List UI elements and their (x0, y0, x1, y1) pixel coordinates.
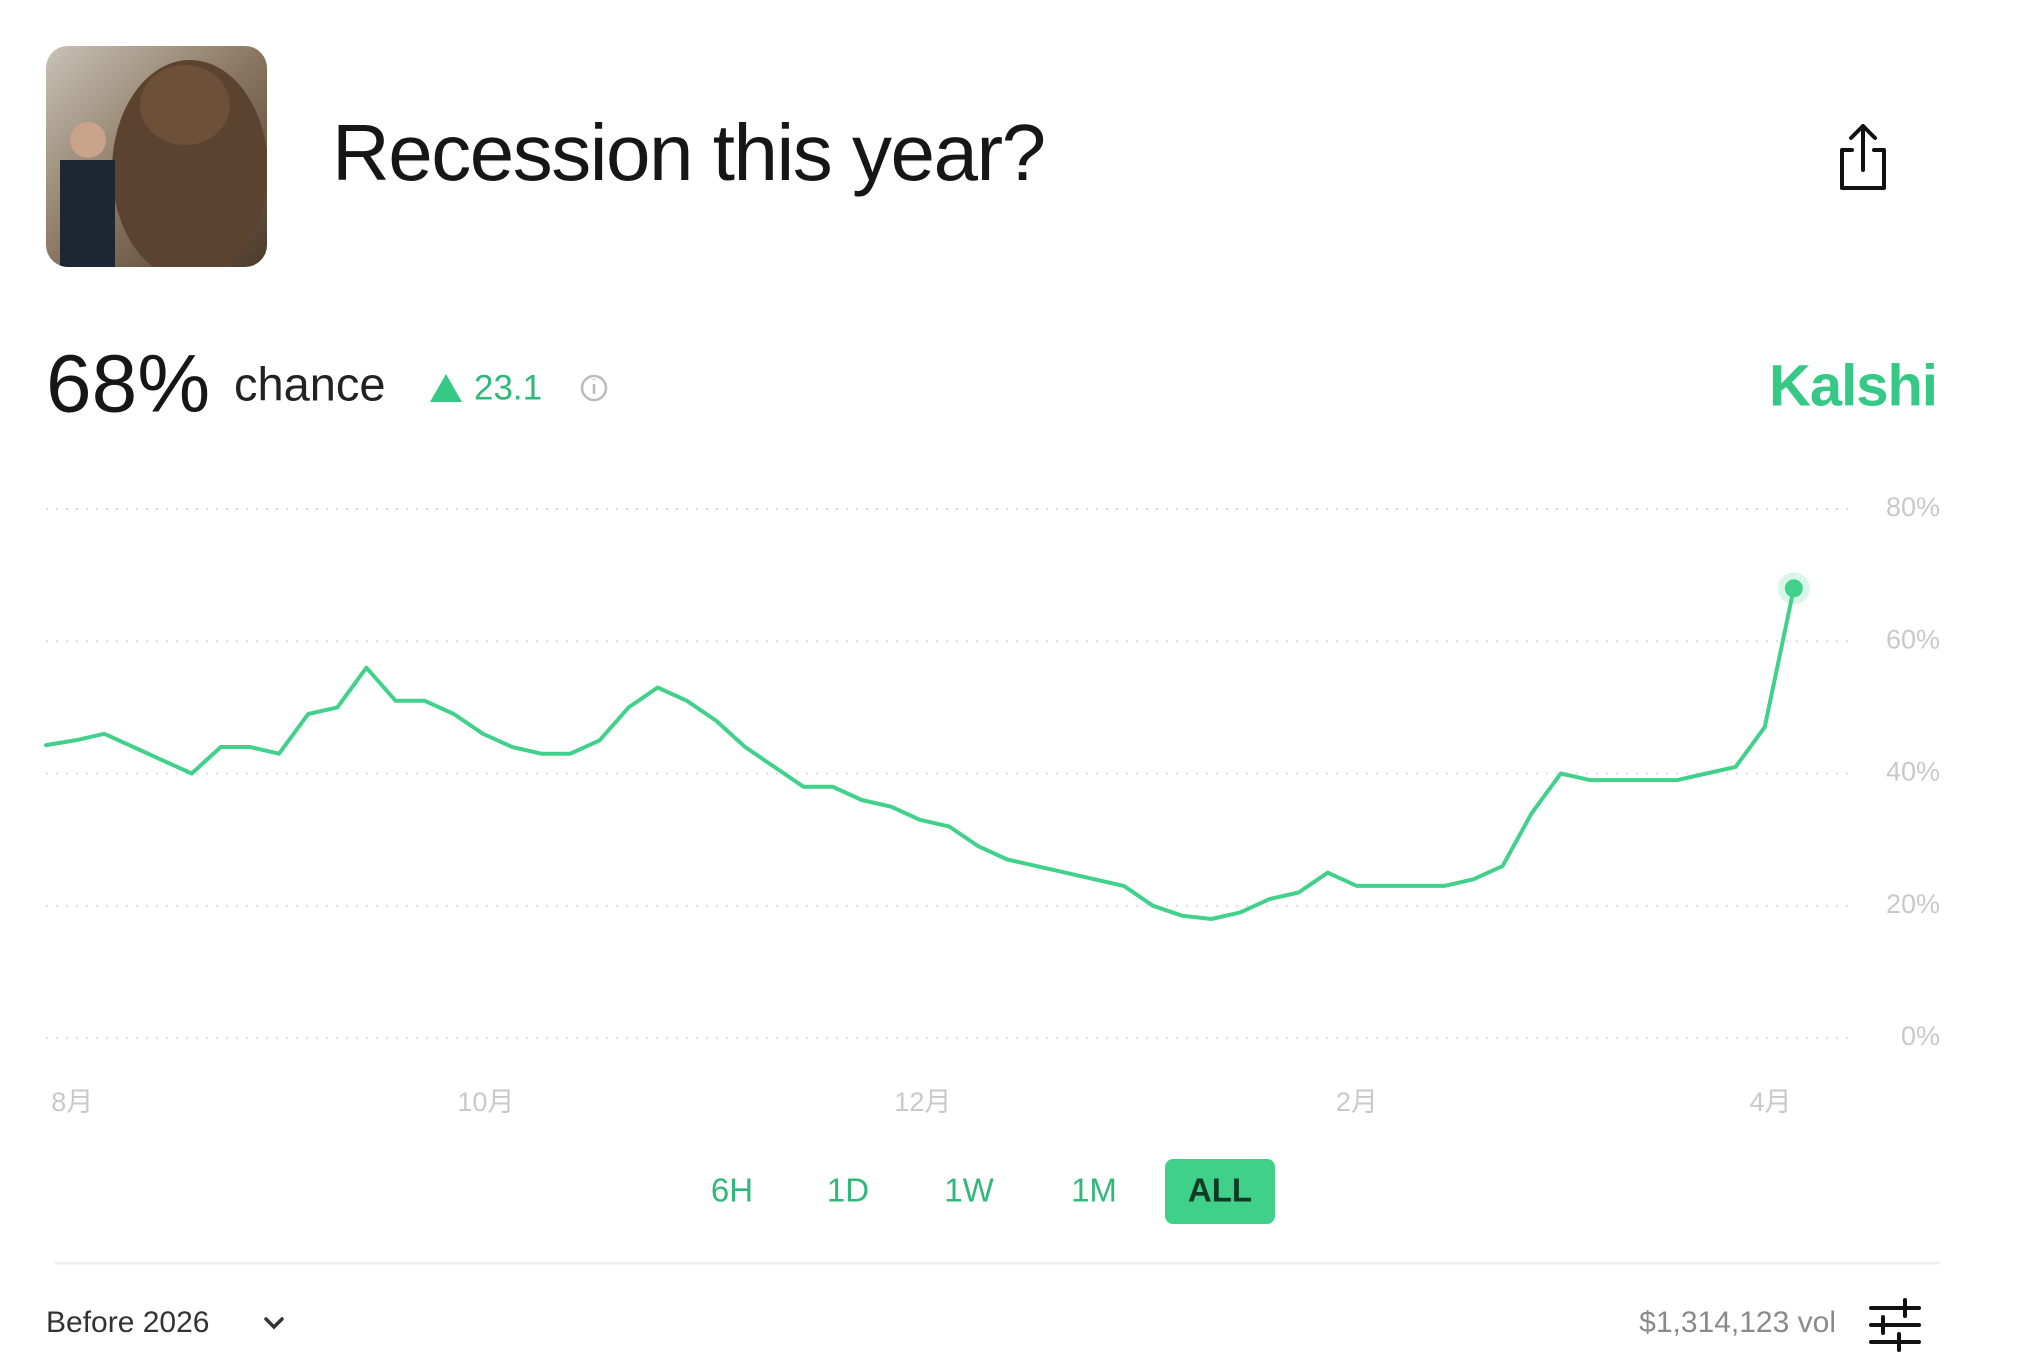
probability: 68% (46, 339, 210, 430)
volume: $1,314,123 vol (1639, 1306, 1836, 1339)
y-tick-label: 60% (1886, 624, 1940, 654)
range-button[interactable]: 6H (711, 1172, 753, 1209)
x-tick-label: 10月 (457, 1087, 514, 1117)
market-title: Recession this year? (332, 108, 1045, 197)
range-button[interactable]: 1W (944, 1172, 994, 1209)
x-tick-label: 8月 (51, 1087, 93, 1117)
settings-icon[interactable] (1869, 1298, 1921, 1352)
info-icon[interactable] (580, 374, 608, 402)
up-arrow (430, 374, 462, 402)
brand: Kalshi (1769, 353, 1937, 418)
y-tick-label: 20% (1886, 889, 1940, 919)
range-selector: 6H 1D 1W 1M ALL (711, 1159, 1275, 1224)
y-tick-label: 80% (1886, 492, 1940, 522)
range-button[interactable]: 1M (1071, 1172, 1117, 1209)
price-line (44, 586, 1796, 921)
market-thumbnail (46, 46, 267, 267)
x-tick-label: 2月 (1336, 1087, 1378, 1117)
range-button[interactable]: ALL (1188, 1172, 1252, 1209)
share-button[interactable] (1840, 124, 1886, 190)
dropdown-chevron[interactable] (264, 1317, 284, 1330)
x-tick-label: 4月 (1750, 1087, 1792, 1117)
y-tick-label: 40% (1886, 757, 1940, 787)
last-point (1784, 579, 1803, 598)
period-dropdown[interactable]: Before 2026 (46, 1306, 209, 1339)
range-button-active[interactable] (1165, 1159, 1275, 1224)
chance-label: chance (234, 357, 386, 410)
change-value: 23.1 (474, 368, 542, 407)
x-tick-label: 12月 (894, 1087, 951, 1117)
chart: 0% 20% 40% 60% 80% 8月 10月 12月 2月 4月 (44, 492, 1940, 1117)
range-button[interactable]: 1D (827, 1172, 869, 1209)
y-tick-label: 0% (1901, 1021, 1940, 1051)
